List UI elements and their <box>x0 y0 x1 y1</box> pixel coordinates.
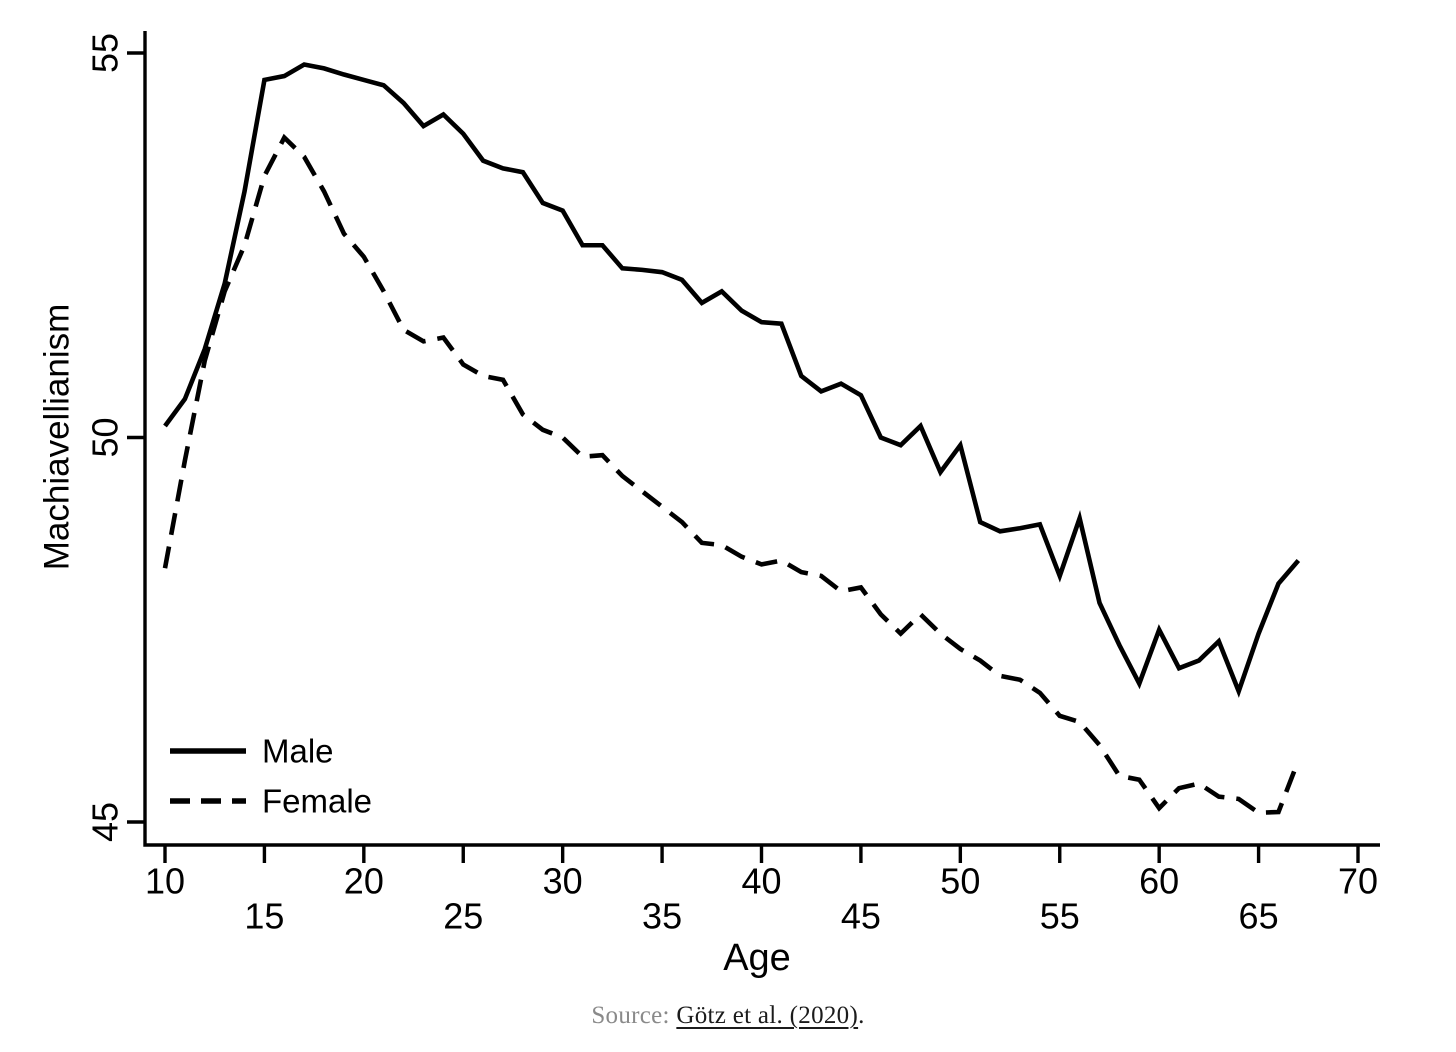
male-series-line <box>163 62 1301 698</box>
female-series-line <box>162 133 1301 816</box>
x-tick-label: 30 <box>543 861 583 902</box>
x-axis-ticks: 10 15 20 25 30 35 40 45 50 55 60 65 70 <box>145 845 1378 937</box>
source-caption: Source: Götz et al. (2020). <box>0 1002 1456 1030</box>
y-tick-label: 50 <box>85 417 126 457</box>
female-legend-label: Female <box>262 783 372 820</box>
x-tick-label: 50 <box>940 861 980 902</box>
line-chart: 10 15 20 25 30 35 40 45 50 55 60 65 70 45 50 55 Age Ma… <box>38 31 1380 979</box>
x-tick-label: 65 <box>1239 896 1279 937</box>
y-axis-ticks: 45 50 55 <box>85 33 145 842</box>
x-tick-label: 60 <box>1139 861 1179 902</box>
male-legend-label: Male <box>262 733 334 770</box>
x-tick-label: 35 <box>642 896 682 937</box>
y-tick-label: 45 <box>85 802 126 842</box>
x-tick-label: 15 <box>244 896 284 937</box>
x-tick-label: 20 <box>344 861 384 902</box>
x-tick-label: 10 <box>145 861 185 902</box>
legend: Male Female <box>170 733 372 820</box>
axis-lines <box>143 31 1380 847</box>
y-tick-label: 55 <box>85 33 126 73</box>
x-tick-label: 40 <box>741 861 781 902</box>
x-tick-label: 45 <box>841 896 881 937</box>
source-period: . <box>858 1002 865 1029</box>
x-axis-title: Age <box>723 937 791 979</box>
x-tick-label: 25 <box>443 896 483 937</box>
x-tick-label: 55 <box>1040 896 1080 937</box>
x-tick-label: 70 <box>1338 861 1378 902</box>
y-axis-title: Machiavellianism <box>38 304 77 570</box>
source-prefix: Source: <box>591 1002 677 1029</box>
source-link[interactable]: Götz et al. (2020) <box>676 1002 859 1029</box>
